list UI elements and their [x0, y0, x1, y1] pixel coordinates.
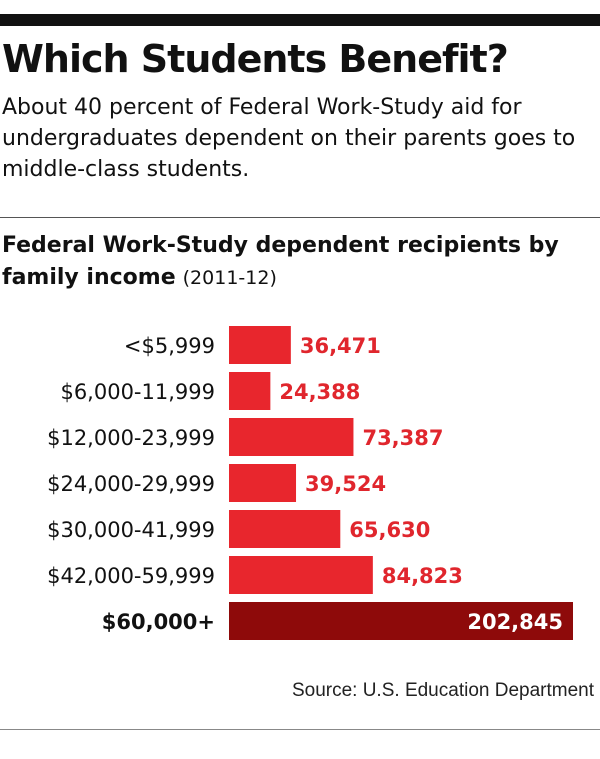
- value-label: 24,388: [279, 380, 360, 404]
- category-label: <$5,999: [124, 334, 215, 358]
- top-rule: [0, 14, 600, 26]
- bar-chart: <$5,999 36,471 $6,000-11,999 24,388 $12,000-…: [47, 326, 573, 640]
- chart-title: Which Students Benefit?: [2, 37, 509, 81]
- value-label: 65,630: [349, 518, 430, 542]
- value-label: 73,387: [362, 426, 443, 450]
- source-note: Source: U.S. Education Department: [291, 680, 594, 701]
- category-label: $42,000-59,999: [47, 564, 215, 588]
- chart-heading: Federal Work-Study dependent recipients …: [2, 230, 600, 294]
- bar: [229, 372, 271, 410]
- bar: [229, 326, 291, 364]
- bar: [229, 418, 354, 456]
- value-label: 36,471: [300, 334, 381, 358]
- bar: [229, 602, 573, 640]
- value-label: 39,524: [305, 472, 386, 496]
- chart-heading-years: (2011-12): [182, 267, 277, 289]
- section-divider: [0, 217, 600, 218]
- category-label: $6,000-11,999: [60, 380, 215, 404]
- bar: [229, 464, 297, 502]
- category-label: $60,000+: [102, 610, 215, 634]
- chart-heading-text: Federal Work-Study dependent recipients …: [2, 233, 559, 290]
- category-label: $24,000-29,999: [47, 472, 215, 496]
- category-label: $30,000-41,999: [47, 518, 215, 542]
- chart-subtitle: About 40 percent of Federal Work-Study a…: [2, 95, 576, 182]
- value-label: 202,845: [467, 610, 563, 634]
- value-label: 84,823: [382, 564, 463, 588]
- bar: [229, 510, 341, 548]
- bottom-rule: [0, 729, 600, 730]
- bar: [229, 556, 373, 594]
- category-label: $12,000-23,999: [47, 426, 215, 450]
